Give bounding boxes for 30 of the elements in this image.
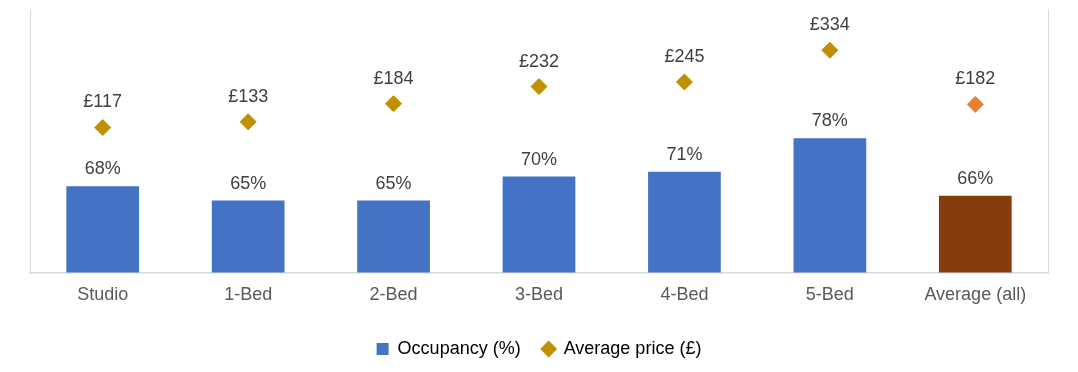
data-label: 65% bbox=[375, 172, 412, 193]
point bbox=[966, 95, 984, 113]
data-label: £232 bbox=[518, 50, 560, 71]
data-label: 66% bbox=[957, 167, 994, 188]
data-label: £245 bbox=[664, 45, 705, 66]
point bbox=[675, 73, 693, 91]
x-tick-label: 3-Bed bbox=[514, 284, 564, 305]
data-label: 71% bbox=[666, 143, 703, 164]
data-label: 78% bbox=[811, 110, 848, 131]
x-tick-label: Studio bbox=[77, 284, 129, 305]
point bbox=[385, 95, 403, 113]
x-tick-label: 4-Bed bbox=[660, 284, 709, 305]
x-tick-label: 5-Bed bbox=[805, 284, 854, 305]
point bbox=[239, 113, 257, 131]
data-label: 70% bbox=[520, 148, 558, 169]
x-tick-label: 2-Bed bbox=[369, 284, 418, 305]
data-label: £133 bbox=[228, 85, 269, 106]
data-label: £182 bbox=[955, 68, 996, 89]
data-label: £334 bbox=[809, 14, 850, 35]
point bbox=[821, 41, 839, 59]
data-label: £117 bbox=[83, 91, 123, 112]
legend-label: Average price (£) bbox=[563, 337, 702, 358]
x-tick-label: Average (all) bbox=[924, 284, 1027, 305]
data-label: £184 bbox=[373, 67, 414, 88]
x-tick-label: 1-Bed bbox=[224, 284, 273, 305]
data-label: 68% bbox=[84, 158, 121, 179]
legend-label: Occupancy (%) bbox=[397, 337, 521, 358]
point bbox=[94, 119, 112, 137]
point bbox=[530, 78, 548, 96]
data-label: 65% bbox=[230, 172, 267, 193]
